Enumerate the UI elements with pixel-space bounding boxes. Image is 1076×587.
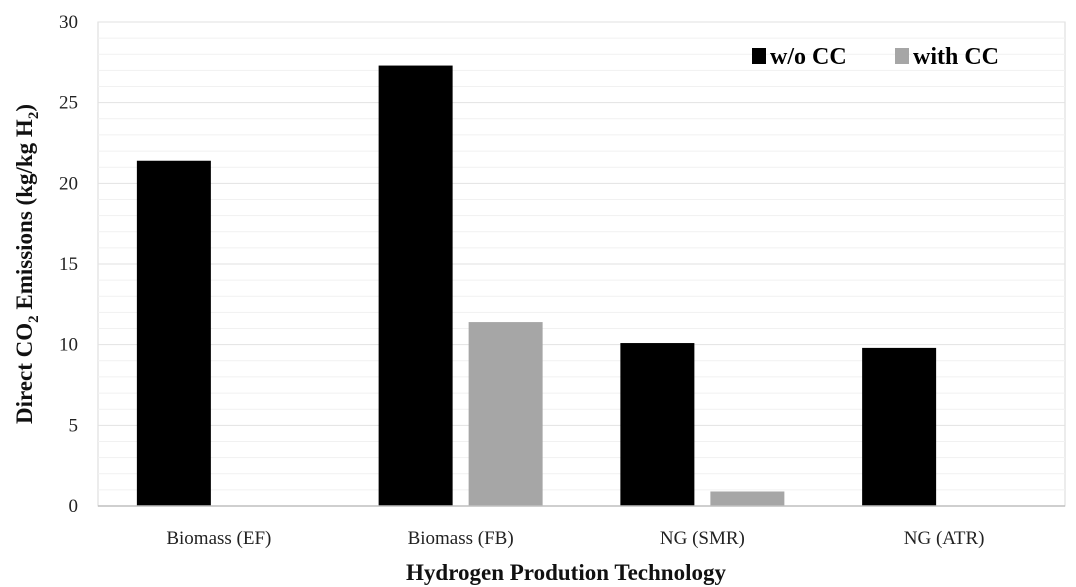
bar-with-cc — [468, 322, 543, 506]
bar-wo-cc — [620, 343, 695, 506]
legend-label-with-cc: with CC — [913, 44, 999, 70]
y-axis-ticks: 0 5 10 15 20 25 30 — [59, 12, 78, 517]
y-tick-label: 15 — [59, 254, 78, 275]
bar-with-cc — [710, 491, 785, 506]
y-tick-label: 20 — [59, 173, 78, 194]
x-category-label: Biomass (FB) — [408, 528, 514, 549]
y-axis-title: Direct CO2 Emissions (kg/kg H2) — [12, 104, 42, 424]
x-axis-title: Hydrogen Prodution Technology — [406, 560, 726, 585]
bar-wo-cc — [862, 347, 937, 506]
legend-swatch-wo-cc — [752, 48, 766, 64]
y-tick-label: 10 — [59, 335, 78, 356]
legend: w/o CC with CC — [752, 44, 999, 70]
x-category-label: Biomass (EF) — [166, 528, 271, 549]
bars — [136, 65, 937, 506]
y-tick-label: 0 — [69, 496, 79, 517]
category-labels: Biomass (EF) Biomass (FB) NG (SMR) NG (ATR) — [166, 528, 984, 549]
y-tick-label: 25 — [59, 93, 78, 114]
x-category-label: NG (SMR) — [660, 528, 745, 549]
bar-wo-cc — [378, 65, 453, 506]
bar-wo-cc — [136, 160, 211, 506]
y-tick-label: 5 — [69, 415, 79, 436]
y-tick-label: 30 — [59, 12, 78, 33]
legend-label-wo-cc: w/o CC — [770, 44, 847, 70]
legend-swatch-with-cc — [895, 48, 909, 64]
x-category-label: NG (ATR) — [904, 528, 985, 549]
